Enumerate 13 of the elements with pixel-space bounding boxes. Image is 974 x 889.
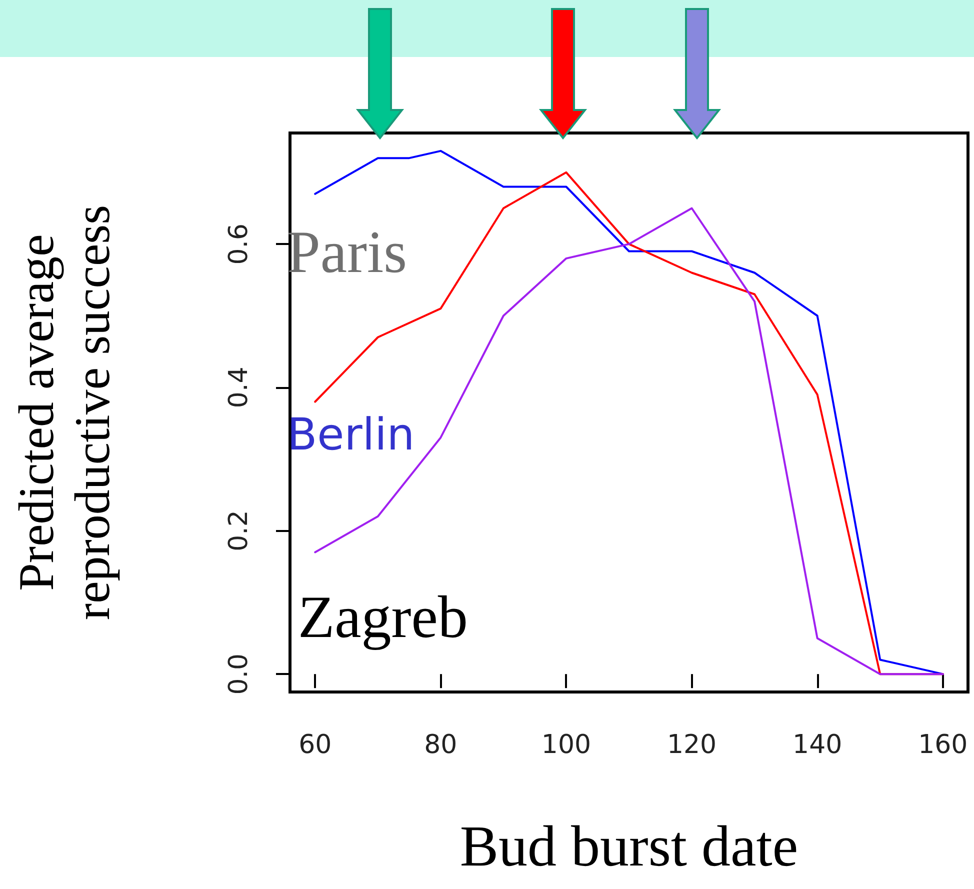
x-tick-label: 80 — [424, 730, 458, 760]
x-tick-label: 160 — [918, 730, 968, 760]
y-axis-title: Predicted average reproductive success — [8, 204, 120, 620]
x-axis-title: Bud burst date — [460, 814, 798, 878]
y-tick-label: 0.6 — [224, 223, 254, 265]
x-tick-label: 120 — [666, 730, 717, 760]
x-tick-label: 100 — [541, 730, 592, 760]
y-tick-label: 0.4 — [224, 366, 254, 408]
y-tick-label: 0.2 — [224, 510, 254, 552]
x-tick-label: 60 — [298, 730, 332, 760]
x-tick-label: 140 — [792, 730, 842, 760]
y-tick-label: 0.0 — [224, 653, 254, 695]
annotation: Zagreb — [298, 584, 468, 650]
